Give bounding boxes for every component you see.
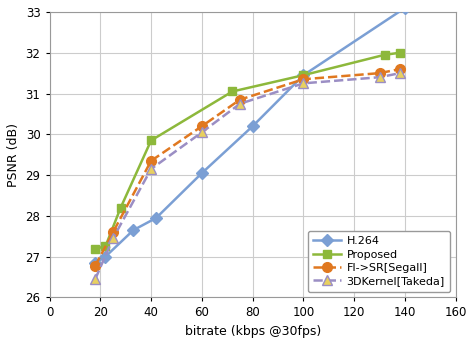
- Proposed: [397, 51, 403, 55]
- X-axis label: bitrate (kbps @30fps): bitrate (kbps @30fps): [184, 325, 321, 338]
- 3DKernel[Takeda]: [397, 71, 403, 75]
- Proposed: [118, 206, 124, 210]
- FI->SR[Segall]: [148, 159, 154, 163]
- FI->SR[Segall]: [301, 77, 306, 81]
- FI->SR[Segall]: [397, 67, 403, 71]
- H.264: [402, 6, 408, 10]
- Line: 3DKernel[Takeda]: 3DKernel[Takeda]: [91, 68, 405, 284]
- FI->SR[Segall]: [110, 230, 116, 234]
- H.264: [154, 216, 159, 220]
- 3DKernel[Takeda]: [301, 81, 306, 86]
- Proposed: [92, 246, 98, 250]
- 3DKernel[Takeda]: [148, 167, 154, 171]
- H.264: [102, 255, 108, 259]
- 3DKernel[Takeda]: [92, 277, 98, 281]
- Legend: H.264, Proposed, FI->SR[Segall], 3DKernel[Takeda]: H.264, Proposed, FI->SR[Segall], 3DKerne…: [308, 231, 450, 292]
- 3DKernel[Takeda]: [199, 130, 205, 134]
- Proposed: [102, 244, 108, 248]
- H.264: [130, 228, 136, 232]
- FI->SR[Segall]: [237, 98, 243, 102]
- Y-axis label: PSNR (dB): PSNR (dB): [7, 123, 20, 187]
- Proposed: [148, 138, 154, 142]
- FI->SR[Segall]: [199, 124, 205, 128]
- H.264: [92, 261, 98, 265]
- H.264: [199, 171, 205, 175]
- FI->SR[Segall]: [92, 264, 98, 268]
- H.264: [250, 124, 255, 128]
- Line: Proposed: Proposed: [91, 49, 404, 253]
- FI->SR[Segall]: [377, 71, 383, 75]
- 3DKernel[Takeda]: [377, 75, 383, 79]
- 3DKernel[Takeda]: [237, 102, 243, 106]
- 3DKernel[Takeda]: [110, 236, 116, 240]
- H.264: [301, 73, 306, 77]
- Proposed: [382, 53, 388, 57]
- Line: H.264: H.264: [91, 4, 409, 267]
- Proposed: [301, 73, 306, 77]
- Proposed: [229, 89, 235, 93]
- Line: FI->SR[Segall]: FI->SR[Segall]: [91, 64, 405, 270]
